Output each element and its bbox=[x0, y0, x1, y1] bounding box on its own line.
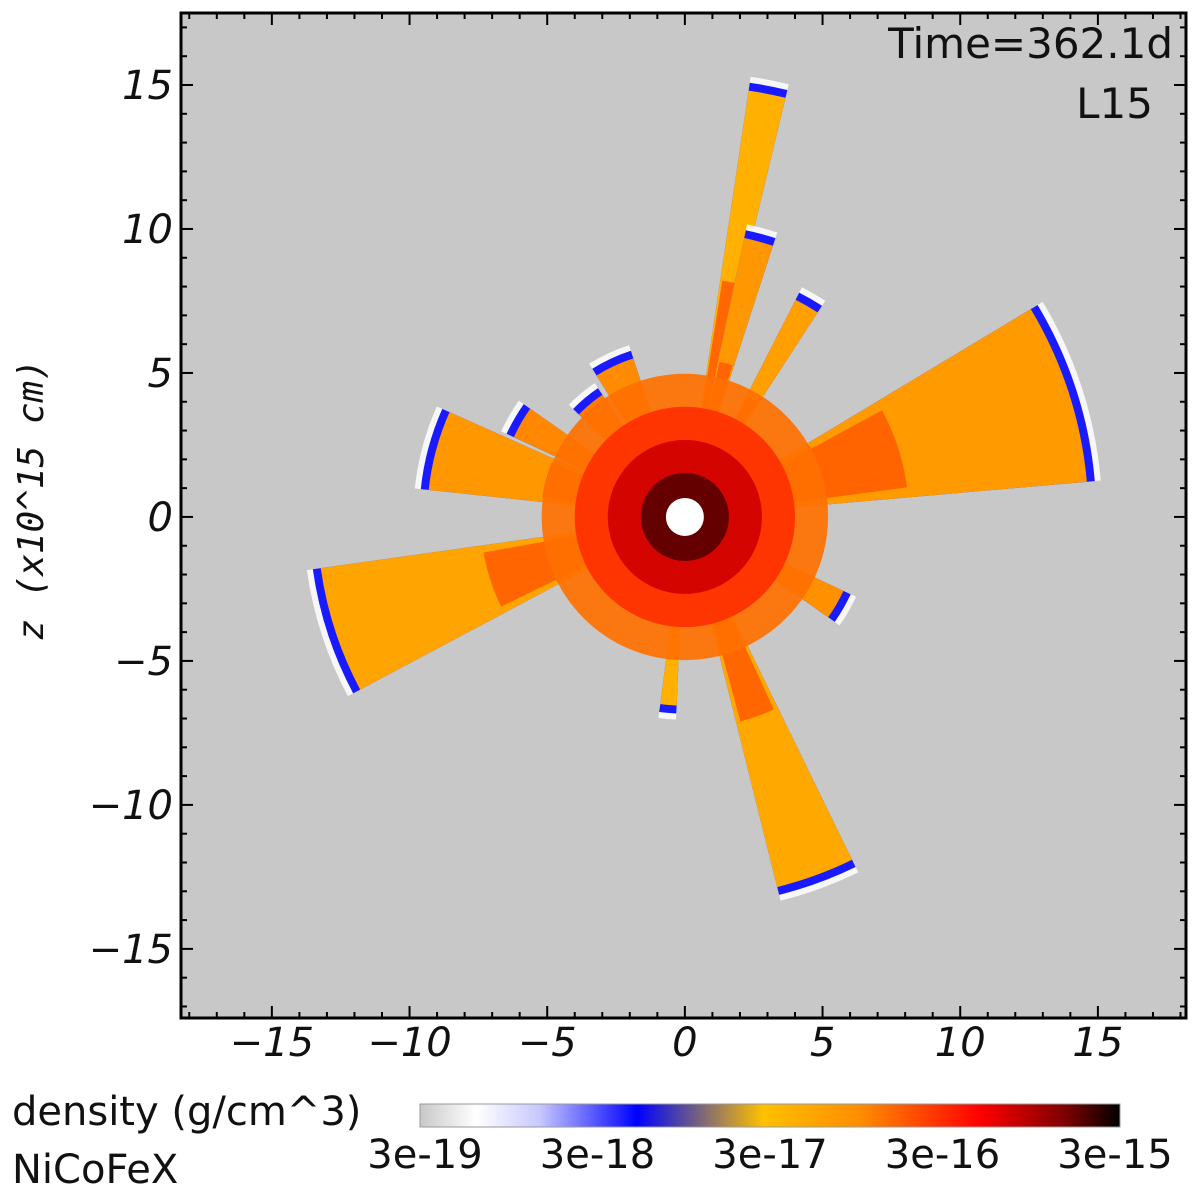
central-marker bbox=[665, 497, 704, 536]
colorbar-sublabel: NiCoFeX bbox=[12, 1147, 178, 1193]
plume-3 bbox=[684, 301, 1101, 517]
colorbar-tick-label: 3e-19 bbox=[367, 1132, 482, 1178]
colorbar-tick-label: 3e-18 bbox=[540, 1132, 655, 1178]
axis-ticks: −15 −10 −5 0 5 10 15 15 10 5 0 −5 −10 −15 bbox=[89, 13, 1186, 1066]
x-tick-label: 5 bbox=[810, 1020, 835, 1066]
x-tick-label: 10 bbox=[935, 1020, 986, 1066]
model-annotation: L15 bbox=[1076, 79, 1153, 128]
x-tick-label: −10 bbox=[367, 1020, 451, 1066]
y-tick-label: 5 bbox=[148, 351, 173, 397]
colorbar-label: density (g/cm^3) bbox=[12, 1089, 361, 1135]
y-tick-label: 15 bbox=[122, 63, 173, 109]
y-tick-label: 0 bbox=[148, 495, 173, 541]
y-tick-label: 10 bbox=[122, 207, 173, 253]
x-tick-label: 0 bbox=[672, 1020, 697, 1066]
colorbar-tick-label: 3e-17 bbox=[712, 1132, 827, 1178]
x-tick-label: −15 bbox=[230, 1020, 314, 1066]
colorbar-ticks: 3e-19 3e-18 3e-17 3e-16 3e-15 bbox=[367, 1132, 1172, 1178]
y-axis-label: z (x10^15 cm) bbox=[11, 359, 52, 641]
plot-frame bbox=[179, 11, 1188, 1020]
colorbar bbox=[419, 1103, 1121, 1128]
x-tick-label: 15 bbox=[1072, 1020, 1123, 1066]
y-tick-label: −5 bbox=[114, 639, 173, 685]
colorbar-tick-label: 3e-16 bbox=[885, 1132, 1000, 1178]
colorbar-tick-label: 3e-15 bbox=[1057, 1132, 1172, 1178]
time-annotation: Time=362.1d bbox=[887, 19, 1173, 68]
y-tick-label: −15 bbox=[89, 927, 173, 973]
x-tick-label: −5 bbox=[518, 1020, 577, 1066]
y-tick-label: −10 bbox=[89, 783, 173, 829]
